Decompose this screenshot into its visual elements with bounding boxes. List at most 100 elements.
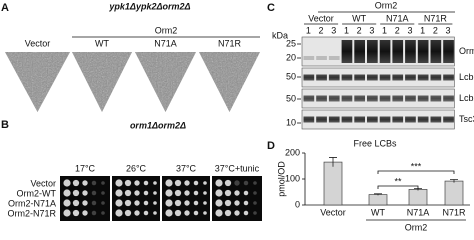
significance-label: **: [394, 176, 402, 186]
band: [367, 116, 378, 123]
band: [316, 74, 327, 81]
spot: [224, 209, 232, 217]
band: [367, 95, 378, 102]
error-bar: [374, 193, 382, 196]
spot: [82, 210, 88, 216]
spot: [153, 191, 157, 195]
band: [379, 95, 391, 102]
lane-number: 3: [331, 25, 336, 35]
spot: [253, 201, 257, 205]
lane-group-label: N71R: [424, 13, 448, 23]
bar: [323, 161, 343, 206]
band: [328, 95, 340, 102]
band: [417, 116, 429, 123]
spot: [253, 181, 257, 185]
blot: [301, 36, 455, 67]
blot: [301, 67, 455, 88]
spot: [143, 180, 149, 186]
x-tick-label: WT: [371, 207, 385, 217]
bar: [408, 189, 428, 206]
x-tick-label: N71R: [442, 207, 466, 217]
band: [303, 95, 315, 102]
strain-label: Orm2-N71R: [7, 208, 56, 218]
band: [379, 116, 391, 123]
spot: [115, 179, 123, 187]
condition-label: 37°C: [176, 163, 197, 173]
spot: [143, 200, 149, 206]
spot: [115, 189, 123, 197]
y-tick-label: 100: [285, 173, 300, 183]
growth-texture: [199, 52, 260, 112]
lane-number: 3: [446, 25, 451, 35]
band: [443, 40, 454, 63]
spot: [63, 189, 71, 197]
band: [303, 56, 315, 60]
size-marker: 10: [286, 117, 296, 127]
band: [430, 95, 442, 102]
lane-group-label: Vector: [308, 13, 334, 23]
bar: [368, 194, 388, 206]
spot: [174, 179, 182, 187]
size-marker: 50: [286, 71, 296, 81]
panel-title: orm1Δorm2Δ: [130, 120, 186, 130]
spot: [174, 189, 182, 197]
band: [405, 40, 416, 63]
lane-number: 1: [306, 25, 311, 35]
spot: [115, 199, 123, 207]
lane-number: 2: [319, 25, 324, 35]
band: [341, 116, 353, 123]
significance-label: ***: [411, 161, 422, 171]
spot: [124, 189, 132, 197]
group-label: Orm2: [405, 222, 428, 232]
band: [392, 74, 404, 81]
chart-title: Free LCBs: [353, 138, 397, 148]
growth-texture: [72, 52, 132, 112]
spot: [253, 191, 257, 195]
column-label: N71R: [218, 38, 242, 48]
band: [443, 95, 454, 102]
spot: [143, 190, 149, 196]
spot: [234, 210, 240, 216]
band: [430, 74, 442, 81]
spot: [174, 199, 182, 207]
band: [328, 56, 340, 60]
spot: [101, 191, 105, 195]
spot: [184, 210, 190, 216]
strain-label: Orm2-N71A: [8, 198, 56, 208]
y-axis-label: pmol/OD: [276, 161, 286, 197]
band: [379, 40, 391, 63]
lane-number: 3: [369, 25, 374, 35]
spot: [234, 190, 240, 196]
group-label: Orm2: [375, 0, 398, 10]
band: [379, 74, 391, 81]
lane-number: 1: [344, 25, 349, 35]
spot: [215, 209, 223, 217]
spot: [134, 190, 140, 196]
spot: [153, 201, 157, 205]
spot: [215, 179, 223, 187]
spot: [124, 209, 132, 217]
significance-bracket: [377, 170, 455, 174]
panel-title: ypk1Δypk2Δorm2Δ: [108, 1, 190, 11]
spot: [134, 200, 140, 206]
spot: [203, 201, 207, 205]
spot: [253, 211, 257, 215]
group-label: Orm2: [155, 25, 178, 35]
spot: [72, 179, 80, 187]
band: [417, 40, 429, 63]
size-marker: 25: [286, 38, 296, 48]
condition-label: 37°C+tunic: [215, 163, 260, 173]
bar: [444, 180, 464, 206]
panel-letter: D: [267, 140, 275, 152]
band: [417, 74, 429, 81]
spot: [72, 199, 80, 207]
spot: [215, 189, 223, 197]
spot: [165, 199, 173, 207]
band: [354, 40, 365, 63]
band: [430, 116, 442, 123]
spot: [115, 209, 123, 217]
spot: [91, 190, 97, 196]
spot: [101, 211, 105, 215]
